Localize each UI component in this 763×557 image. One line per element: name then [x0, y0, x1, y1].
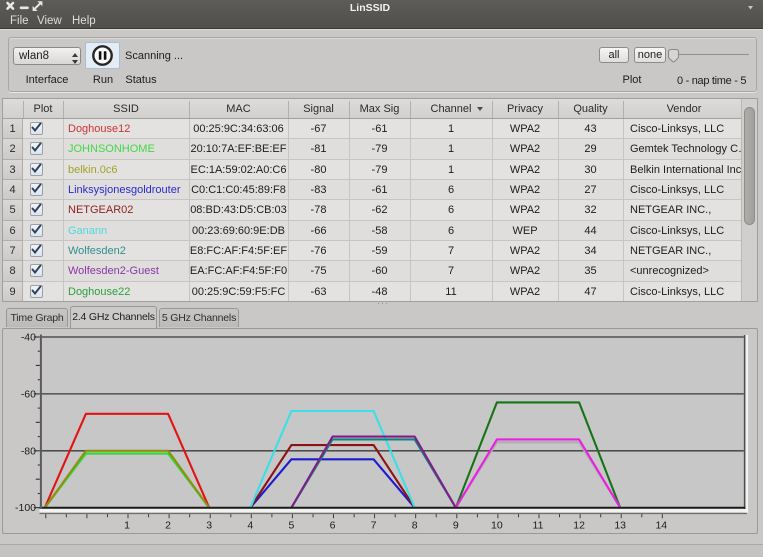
svg-text:1: 1 [124, 520, 130, 532]
svg-text:10: 10 [491, 520, 503, 532]
svg-text:7: 7 [371, 520, 377, 532]
svg-text:11: 11 [533, 520, 544, 532]
svg-text:8: 8 [412, 520, 418, 532]
svg-text:14: 14 [655, 520, 667, 532]
svg-text:-60: -60 [21, 388, 36, 400]
svg-text:-100: -100 [15, 502, 36, 514]
svg-text:-40: -40 [21, 332, 36, 344]
svg-text:3: 3 [206, 520, 212, 532]
svg-text:-80: -80 [21, 445, 36, 457]
svg-text:9: 9 [453, 520, 459, 532]
svg-text:6: 6 [330, 520, 336, 532]
svg-text:2: 2 [165, 520, 171, 532]
svg-text:4: 4 [247, 520, 253, 532]
svg-text:13: 13 [614, 520, 626, 532]
svg-text:5: 5 [288, 520, 294, 532]
svg-text:12: 12 [573, 520, 585, 532]
